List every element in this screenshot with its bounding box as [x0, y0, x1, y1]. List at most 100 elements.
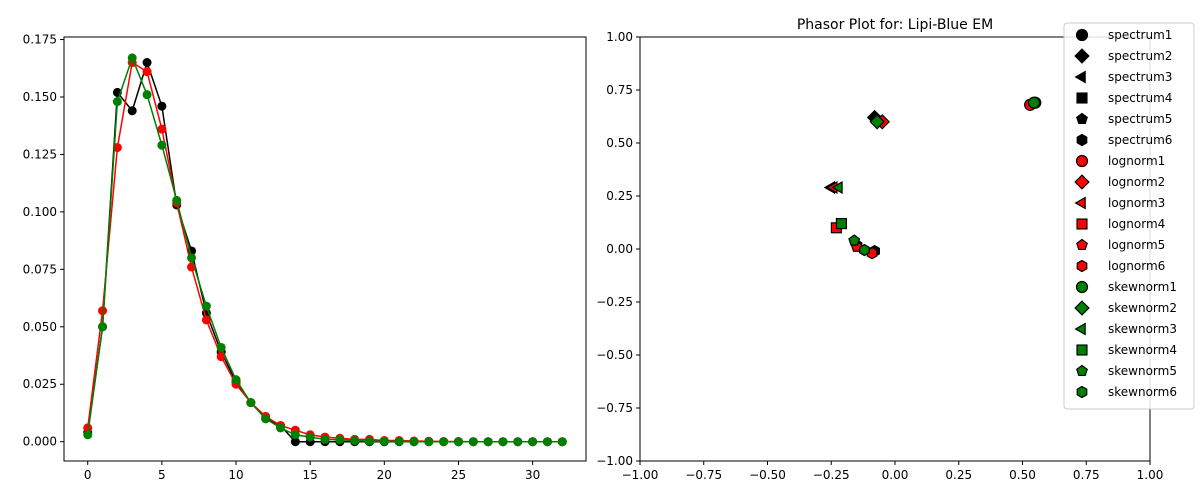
- legend-label-spectrum3: spectrum3: [1108, 70, 1172, 84]
- legend-label-lognorm1: lognorm1: [1108, 154, 1165, 168]
- left-y-tick-label: 0.050: [23, 320, 57, 334]
- phasor-point-skewnorm3: [831, 181, 843, 195]
- right-x-tick-label: −0.75: [685, 468, 722, 482]
- legend-label-skewnorm6: skewnorm6: [1108, 385, 1177, 399]
- legend-label-skewnorm1: skewnorm1: [1108, 280, 1177, 294]
- series-2-point: [528, 437, 538, 447]
- series-1-point: [83, 423, 93, 433]
- legend-marker-spectrum5: [1076, 112, 1088, 125]
- series-1-point: [98, 306, 108, 316]
- right-x-tick-label: 0.25: [945, 468, 972, 482]
- series-2-point: [201, 301, 211, 311]
- series-2-point: [394, 436, 404, 446]
- phasor-scatter-chart: Phasor Plot for: Lipi-Blue EM −1.00 −0.75…: [596, 17, 1195, 482]
- series-2-point: [142, 90, 152, 100]
- left-x-axis: 0 5 10 15 20 25 30: [84, 461, 540, 482]
- left-y-tick-label: 0.125: [23, 147, 57, 161]
- left-y-tick-label: 0.100: [23, 205, 57, 219]
- left-y-axis: 0.000 0.025 0.050 0.075 0.100 0.125 0.150 0.175: [23, 33, 64, 449]
- left-x-tick-label: 20: [377, 468, 392, 482]
- left-y-tick-label: 0.150: [23, 90, 57, 104]
- legend-marker-lognorm2: [1074, 174, 1090, 190]
- series-2-point: [231, 375, 241, 385]
- series-2-point: [409, 437, 419, 447]
- left-x-tick-label: 30: [525, 468, 540, 482]
- phasor-point-skewnorm2: [869, 114, 885, 130]
- right-y-axis: −1.00 −0.75 −0.50 −0.25 0.00 0.25 0.50 0.75 1.00: [596, 30, 640, 468]
- series-0-point: [127, 106, 137, 116]
- series-2-point: [157, 140, 167, 150]
- series-2-point: [83, 430, 93, 440]
- legend-marker-skewnorm3: [1074, 322, 1086, 336]
- series-0-point: [290, 437, 300, 447]
- legend-label-spectrum6: spectrum6: [1108, 133, 1172, 147]
- right-x-tick-label: −1.00: [622, 468, 659, 482]
- left-x-tick-label: 5: [158, 468, 166, 482]
- legend-label-lognorm4: lognorm4: [1108, 217, 1165, 231]
- series-2-point: [305, 432, 315, 442]
- legend-marker-skewnorm4: [1076, 344, 1088, 356]
- series-2-point: [498, 437, 508, 447]
- legend-label-spectrum4: spectrum4: [1108, 91, 1172, 105]
- legend-marker-spectrum2: [1074, 48, 1090, 64]
- right-y-tick-label: 0.25: [606, 189, 633, 203]
- spectra-line-chart: 0 5 10 15 20 25 30 0.0000.0250.0500.0750.1000.…: [23, 33, 587, 482]
- series-2-point: [246, 398, 256, 408]
- right-y-tick-label: −0.75: [596, 401, 633, 415]
- phasor-point-skewnorm4: [835, 218, 847, 230]
- legend-marker-lognorm5: [1076, 238, 1088, 251]
- phasor-plot-title: Phasor Plot for: Lipi-Blue EM: [797, 17, 993, 33]
- series-2-point: [216, 342, 226, 352]
- legend-marker-skewnorm5: [1076, 364, 1088, 377]
- legend-label-lognorm3: lognorm3: [1108, 196, 1165, 210]
- legend-label-skewnorm3: skewnorm3: [1108, 322, 1177, 336]
- series-2-point: [335, 435, 345, 445]
- legend-label-lognorm6: lognorm6: [1108, 259, 1165, 273]
- left-y-tick-label: 0.025: [23, 377, 57, 391]
- legend-label-spectrum5: spectrum5: [1108, 112, 1172, 126]
- legend-marker-spectrum3: [1074, 70, 1086, 84]
- left-plot-frame: [63, 36, 587, 462]
- right-y-tick-label: −0.50: [596, 348, 633, 362]
- series-1-point: [201, 315, 211, 325]
- series-2-point: [350, 436, 360, 446]
- legend: spectrum1 spectrum2 spectrum3 spectrum4 spec…: [1063, 22, 1195, 410]
- series-2-point: [439, 437, 449, 447]
- right-y-tick-label: 1.00: [606, 30, 633, 44]
- legend-label-skewnorm4: skewnorm4: [1108, 343, 1177, 357]
- series-1-point: [142, 67, 152, 77]
- legend-marker-spectrum6: [1076, 133, 1088, 147]
- series-2-point: [557, 437, 567, 447]
- series-1-point: [157, 124, 167, 134]
- legend-label-spectrum1: spectrum1: [1108, 28, 1172, 42]
- right-x-tick-label: −0.50: [749, 468, 786, 482]
- right-y-tick-label: 0.00: [606, 242, 633, 256]
- phasor-point-skewnorm6: [859, 243, 870, 257]
- legend-marker-lognorm6: [1076, 259, 1088, 273]
- left-y-tick-label: 0.175: [23, 33, 57, 47]
- series-2-point: [483, 437, 493, 447]
- series-2-point: [424, 437, 434, 447]
- right-x-axis: −1.00 −0.75 −0.50 −0.25 0.00 0.25 0.50 0.75 1.00: [622, 461, 1163, 482]
- right-x-tick-label: −0.25: [813, 468, 850, 482]
- series-1-point: [216, 352, 226, 362]
- series-2-point: [320, 434, 330, 444]
- series-2-point: [542, 437, 552, 447]
- left-x-tick-label: 10: [228, 468, 243, 482]
- right-x-tick-label: 0.75: [1073, 468, 1100, 482]
- legend-marker-lognorm4: [1076, 218, 1088, 230]
- series-2-point: [453, 437, 463, 447]
- legend-marker-spectrum1: [1075, 28, 1089, 42]
- legend-marker-skewnorm6: [1076, 385, 1088, 399]
- series-2-point: [127, 53, 137, 63]
- legend-label-lognorm2: lognorm2: [1108, 175, 1165, 189]
- left-series-group: [83, 53, 567, 447]
- series-2-point: [468, 437, 478, 447]
- right-x-tick-label: 0.00: [882, 468, 909, 482]
- series-2-point: [187, 253, 197, 263]
- phasor-point-skewnorm1: [1027, 96, 1041, 109]
- legend-marker-skewnorm1: [1075, 280, 1089, 294]
- right-y-tick-label: −1.00: [596, 454, 633, 468]
